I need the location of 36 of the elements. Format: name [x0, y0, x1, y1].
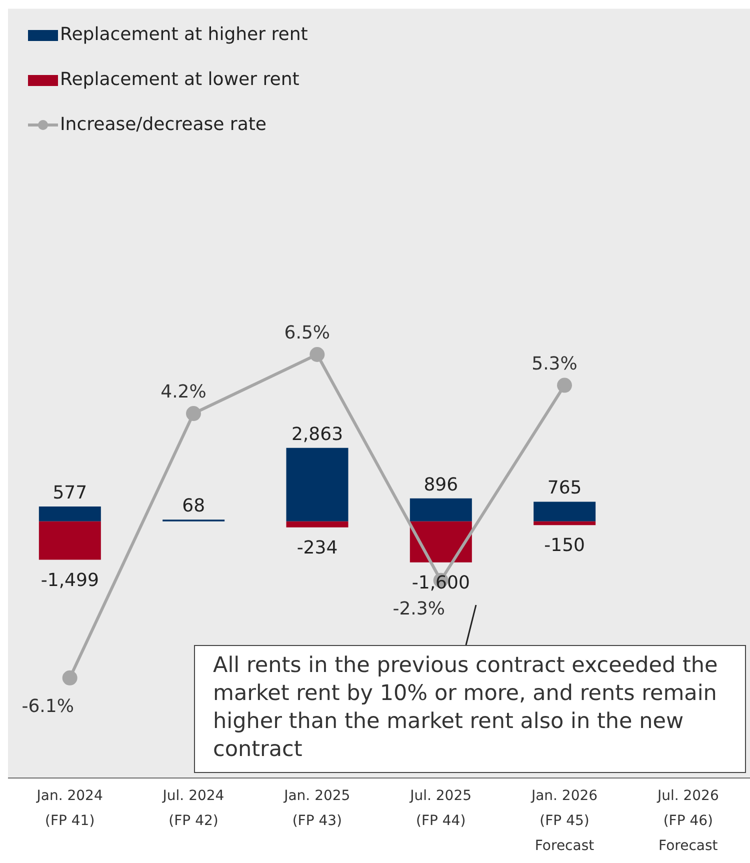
- x-tick-label: Jul. 2025 (FP 44): [409, 788, 472, 829]
- bar: [286, 448, 348, 522]
- data-label: -6.1%: [22, 696, 74, 717]
- point: [557, 378, 572, 393]
- annotation: All rents in the previous contract exceeded the market rent by 10% or more, and rents remain higher than the market rent also in the new contract: [194, 645, 746, 773]
- data-label: 765: [547, 478, 582, 499]
- x-tick-label: Jan. 2026 (FP 45) Forecast: [530, 788, 598, 854]
- legend-label: Increase/decrease rate: [60, 113, 266, 137]
- data-label: -150: [544, 535, 586, 556]
- bar: [410, 498, 472, 522]
- data-label: 577: [52, 482, 88, 504]
- data-label: -1,499: [40, 570, 99, 591]
- bar: [534, 502, 596, 522]
- point: [186, 406, 201, 422]
- data-label: 4.2%: [160, 382, 206, 403]
- data-label: -1,600: [412, 572, 470, 594]
- data-label: 2,863: [291, 424, 344, 445]
- bar: [534, 521, 596, 526]
- data-label: 5.3%: [532, 353, 578, 374]
- x-tick-label: Jan. 2025 (FP 43): [283, 788, 350, 829]
- data-label: -2.3%: [392, 598, 445, 620]
- x-tick-label: Jul. 2024 (FP 42): [162, 788, 224, 829]
- legend-label: Replacement at higher rent: [60, 23, 308, 47]
- point: [310, 347, 325, 362]
- x-tick-label: Jul. 2026 (FP 46) Forecast: [656, 788, 719, 854]
- point: [62, 670, 78, 686]
- data-label: -234: [296, 537, 338, 558]
- bar: [286, 521, 348, 528]
- data-label: 6.5%: [284, 322, 330, 344]
- bar: [38, 506, 101, 522]
- legend-label: Replacement at lower rent: [60, 68, 300, 92]
- bar: [38, 521, 101, 560]
- data-label: 68: [182, 496, 206, 517]
- x-tick-label: Jan. 2024 (FP 41): [36, 788, 103, 829]
- bar: [410, 521, 472, 562]
- data-label: 896: [424, 474, 458, 496]
